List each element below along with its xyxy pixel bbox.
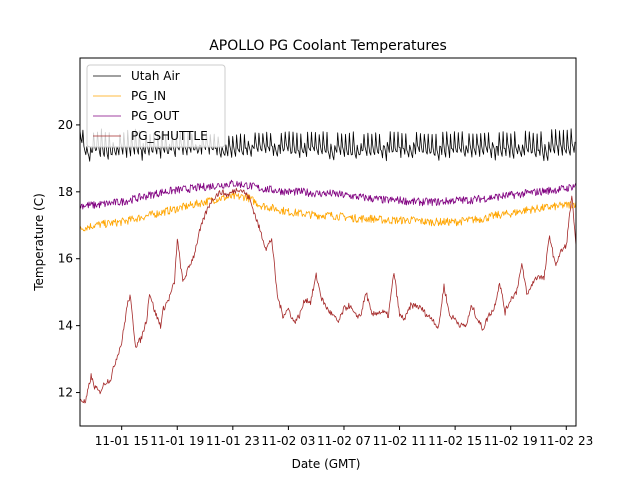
legend: Utah Air PG_IN PG_OUT PG_SHUTTLE — [86, 64, 226, 148]
x-tick-label: 11-02 03 — [261, 434, 315, 448]
legend-box — [86, 64, 226, 148]
legend-label-pg-out: PG_OUT — [131, 109, 180, 123]
x-tick-label: 11-01 19 — [150, 434, 204, 448]
x-tick-label: 11-02 23 — [539, 434, 593, 448]
x-tick-label: 11-01 15 — [95, 434, 149, 448]
legend-label-utah-air: Utah Air — [131, 69, 180, 83]
y-tick-label: 16 — [58, 252, 73, 266]
x-tick-label: 11-01 23 — [206, 434, 260, 448]
legend-label-pg-shuttle: PG_SHUTTLE — [131, 129, 208, 143]
x-tick-label: 11-02 11 — [373, 434, 427, 448]
x-tick-label: 11-02 07 — [317, 434, 371, 448]
chart-title: APOLLO PG Coolant Temperatures — [209, 38, 447, 54]
y-tick-label: 14 — [58, 319, 73, 333]
legend-label-pg-in: PG_IN — [131, 89, 166, 103]
plot-area — [79, 57, 577, 427]
series-line-pg-in — [80, 192, 576, 232]
axes-frame — [79, 57, 577, 427]
y-axis-label: Temperature (C) — [32, 193, 46, 292]
x-tick-label: 11-02 19 — [484, 434, 538, 448]
x-axis: 11-01 15 11-01 19 11-01 23 11-02 03 11-02 07… — [95, 426, 593, 448]
y-tick-label: 12 — [58, 386, 73, 400]
series-line-pg-shuttle — [80, 187, 576, 404]
series-line-pg-out — [80, 179, 576, 210]
x-tick-label: 11-02 15 — [428, 434, 482, 448]
y-tick-label: 18 — [58, 185, 73, 199]
y-axis: 12 14 16 18 20 — [58, 118, 80, 400]
y-tick-label: 20 — [58, 118, 73, 132]
x-axis-label: Date (GMT) — [292, 457, 361, 471]
series-group — [80, 128, 576, 404]
